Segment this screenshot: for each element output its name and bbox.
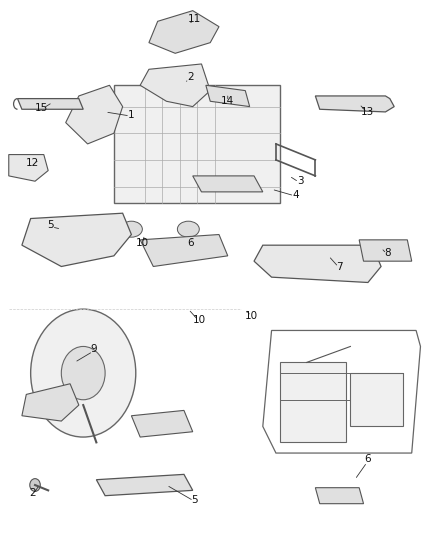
Text: 10: 10: [193, 315, 206, 325]
FancyBboxPatch shape: [350, 373, 403, 426]
Polygon shape: [315, 488, 364, 504]
Text: 6: 6: [364, 455, 371, 464]
Text: 7: 7: [336, 262, 343, 271]
Text: 2: 2: [187, 72, 194, 82]
Polygon shape: [22, 213, 131, 266]
Text: 10: 10: [245, 311, 258, 320]
Text: 13: 13: [361, 107, 374, 117]
Text: 9: 9: [91, 344, 98, 354]
Polygon shape: [18, 99, 83, 109]
Text: 5: 5: [191, 495, 198, 505]
Ellipse shape: [30, 479, 40, 491]
FancyBboxPatch shape: [280, 362, 346, 442]
Text: 5: 5: [47, 220, 54, 230]
Text: 2: 2: [29, 488, 36, 498]
Polygon shape: [359, 240, 412, 261]
Polygon shape: [193, 176, 263, 192]
Polygon shape: [66, 85, 123, 144]
Ellipse shape: [61, 346, 105, 400]
Text: 14: 14: [221, 96, 234, 106]
Polygon shape: [140, 235, 228, 266]
Text: 12: 12: [26, 158, 39, 167]
Ellipse shape: [177, 221, 199, 237]
Polygon shape: [254, 245, 381, 282]
Polygon shape: [9, 155, 48, 181]
Polygon shape: [22, 384, 79, 421]
Text: 6: 6: [187, 238, 194, 247]
Ellipse shape: [31, 309, 136, 437]
Polygon shape: [206, 85, 250, 107]
Ellipse shape: [120, 221, 142, 237]
Text: 4: 4: [292, 190, 299, 199]
Polygon shape: [131, 410, 193, 437]
Text: 10: 10: [136, 238, 149, 247]
Polygon shape: [140, 64, 210, 107]
FancyBboxPatch shape: [114, 85, 280, 203]
Text: 8: 8: [384, 248, 391, 258]
Polygon shape: [149, 11, 219, 53]
Polygon shape: [96, 474, 193, 496]
Polygon shape: [315, 96, 394, 112]
Text: 15: 15: [35, 103, 48, 112]
Text: 11: 11: [188, 14, 201, 23]
Text: 1: 1: [128, 110, 135, 119]
Text: 3: 3: [297, 176, 304, 186]
